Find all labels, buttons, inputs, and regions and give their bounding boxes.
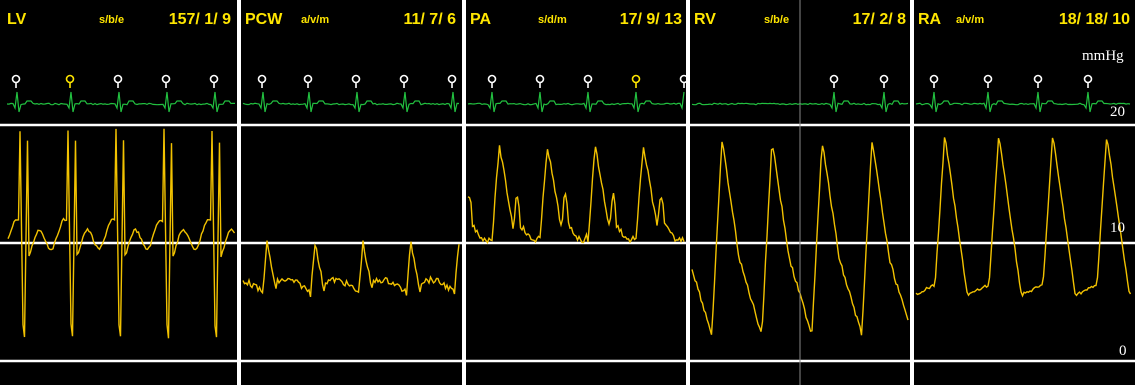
panel-values: 17/ 9/ 13	[619, 11, 682, 28]
beat-marker-icon	[631, 74, 641, 84]
scale-tick-0: 0	[1119, 343, 1127, 359]
beat-marker-icon	[983, 74, 993, 84]
beat-marker-icon	[209, 74, 219, 84]
ecg-trace	[467, 91, 685, 113]
beat-marker-icon	[535, 74, 545, 84]
panel-header-rv: RV s/b/e 17/ 2/ 8	[694, 11, 906, 33]
panel-mode: a/v/m	[956, 14, 985, 26]
ecg-trace-group	[6, 91, 1131, 113]
pcw-pressure-trace	[242, 240, 460, 298]
beat-marker-icon	[829, 74, 839, 84]
beat-marker-icon	[447, 74, 457, 84]
panel-mode: s/d/m	[538, 14, 567, 26]
ecg-trace	[915, 91, 1131, 113]
beat-marker-icon	[65, 74, 75, 84]
panel-divider	[462, 0, 466, 385]
panel-divider	[910, 0, 914, 385]
pa-pressure-trace	[467, 145, 685, 245]
panel-values: 17/ 2/ 8	[852, 11, 906, 28]
beat-marker-icon	[1083, 74, 1093, 84]
panel-mode: a/v/m	[301, 14, 330, 26]
ra-pressure-trace	[915, 137, 1132, 298]
pressure-waveform-group	[7, 0, 1132, 385]
panel-label: PCW	[245, 11, 283, 28]
beat-marker-icon	[583, 74, 593, 84]
panel-label: RV	[694, 11, 716, 28]
panel-values: 11/ 7/ 6	[403, 11, 457, 28]
panel-mode: s/b/e	[99, 14, 125, 26]
beat-marker-icon	[399, 74, 409, 84]
scale-unit-label: mmHg	[1082, 48, 1124, 64]
beat-marker-icon	[11, 74, 21, 84]
beat-marker-group	[11, 74, 1093, 88]
panel-header-ra: RA a/v/m 18/ 18/ 10	[918, 11, 1130, 33]
panel-label: RA	[918, 11, 942, 28]
scale-tick-20: 20	[1110, 104, 1125, 120]
pressure-gridlines	[0, 123, 1135, 363]
panel-label: LV	[7, 11, 27, 28]
beat-marker-icon	[351, 74, 361, 84]
panel-header-pcw: PCW a/v/m 11/ 7/ 6	[245, 11, 456, 33]
panel-label: PA	[470, 11, 492, 28]
beat-marker-icon	[679, 74, 689, 84]
beat-marker-icon	[303, 74, 313, 84]
panel-header-lv: LV s/b/e 157/ 1/ 9	[7, 11, 231, 33]
ecg-trace	[6, 91, 236, 113]
panel-mode: s/b/e	[764, 14, 790, 26]
panel-values: 18/ 18/ 10	[1058, 11, 1130, 28]
ecg-trace	[242, 91, 460, 113]
beat-marker-icon	[113, 74, 123, 84]
beat-marker-icon	[929, 74, 939, 84]
beat-marker-icon	[487, 74, 497, 84]
panel-header-pa: PA s/d/m 17/ 9/ 13	[470, 11, 682, 33]
beat-marker-icon	[161, 74, 171, 84]
scale-tick-10: 10	[1110, 220, 1125, 236]
panel-values: 157/ 1/ 9	[168, 11, 231, 28]
beat-marker-icon	[1033, 74, 1043, 84]
panel-divider	[686, 0, 690, 385]
beat-marker-icon	[257, 74, 267, 84]
lv-pressure-trace	[7, 128, 236, 339]
panel-dividers	[237, 0, 914, 385]
panel-divider	[237, 0, 241, 385]
beat-marker-icon	[879, 74, 889, 84]
